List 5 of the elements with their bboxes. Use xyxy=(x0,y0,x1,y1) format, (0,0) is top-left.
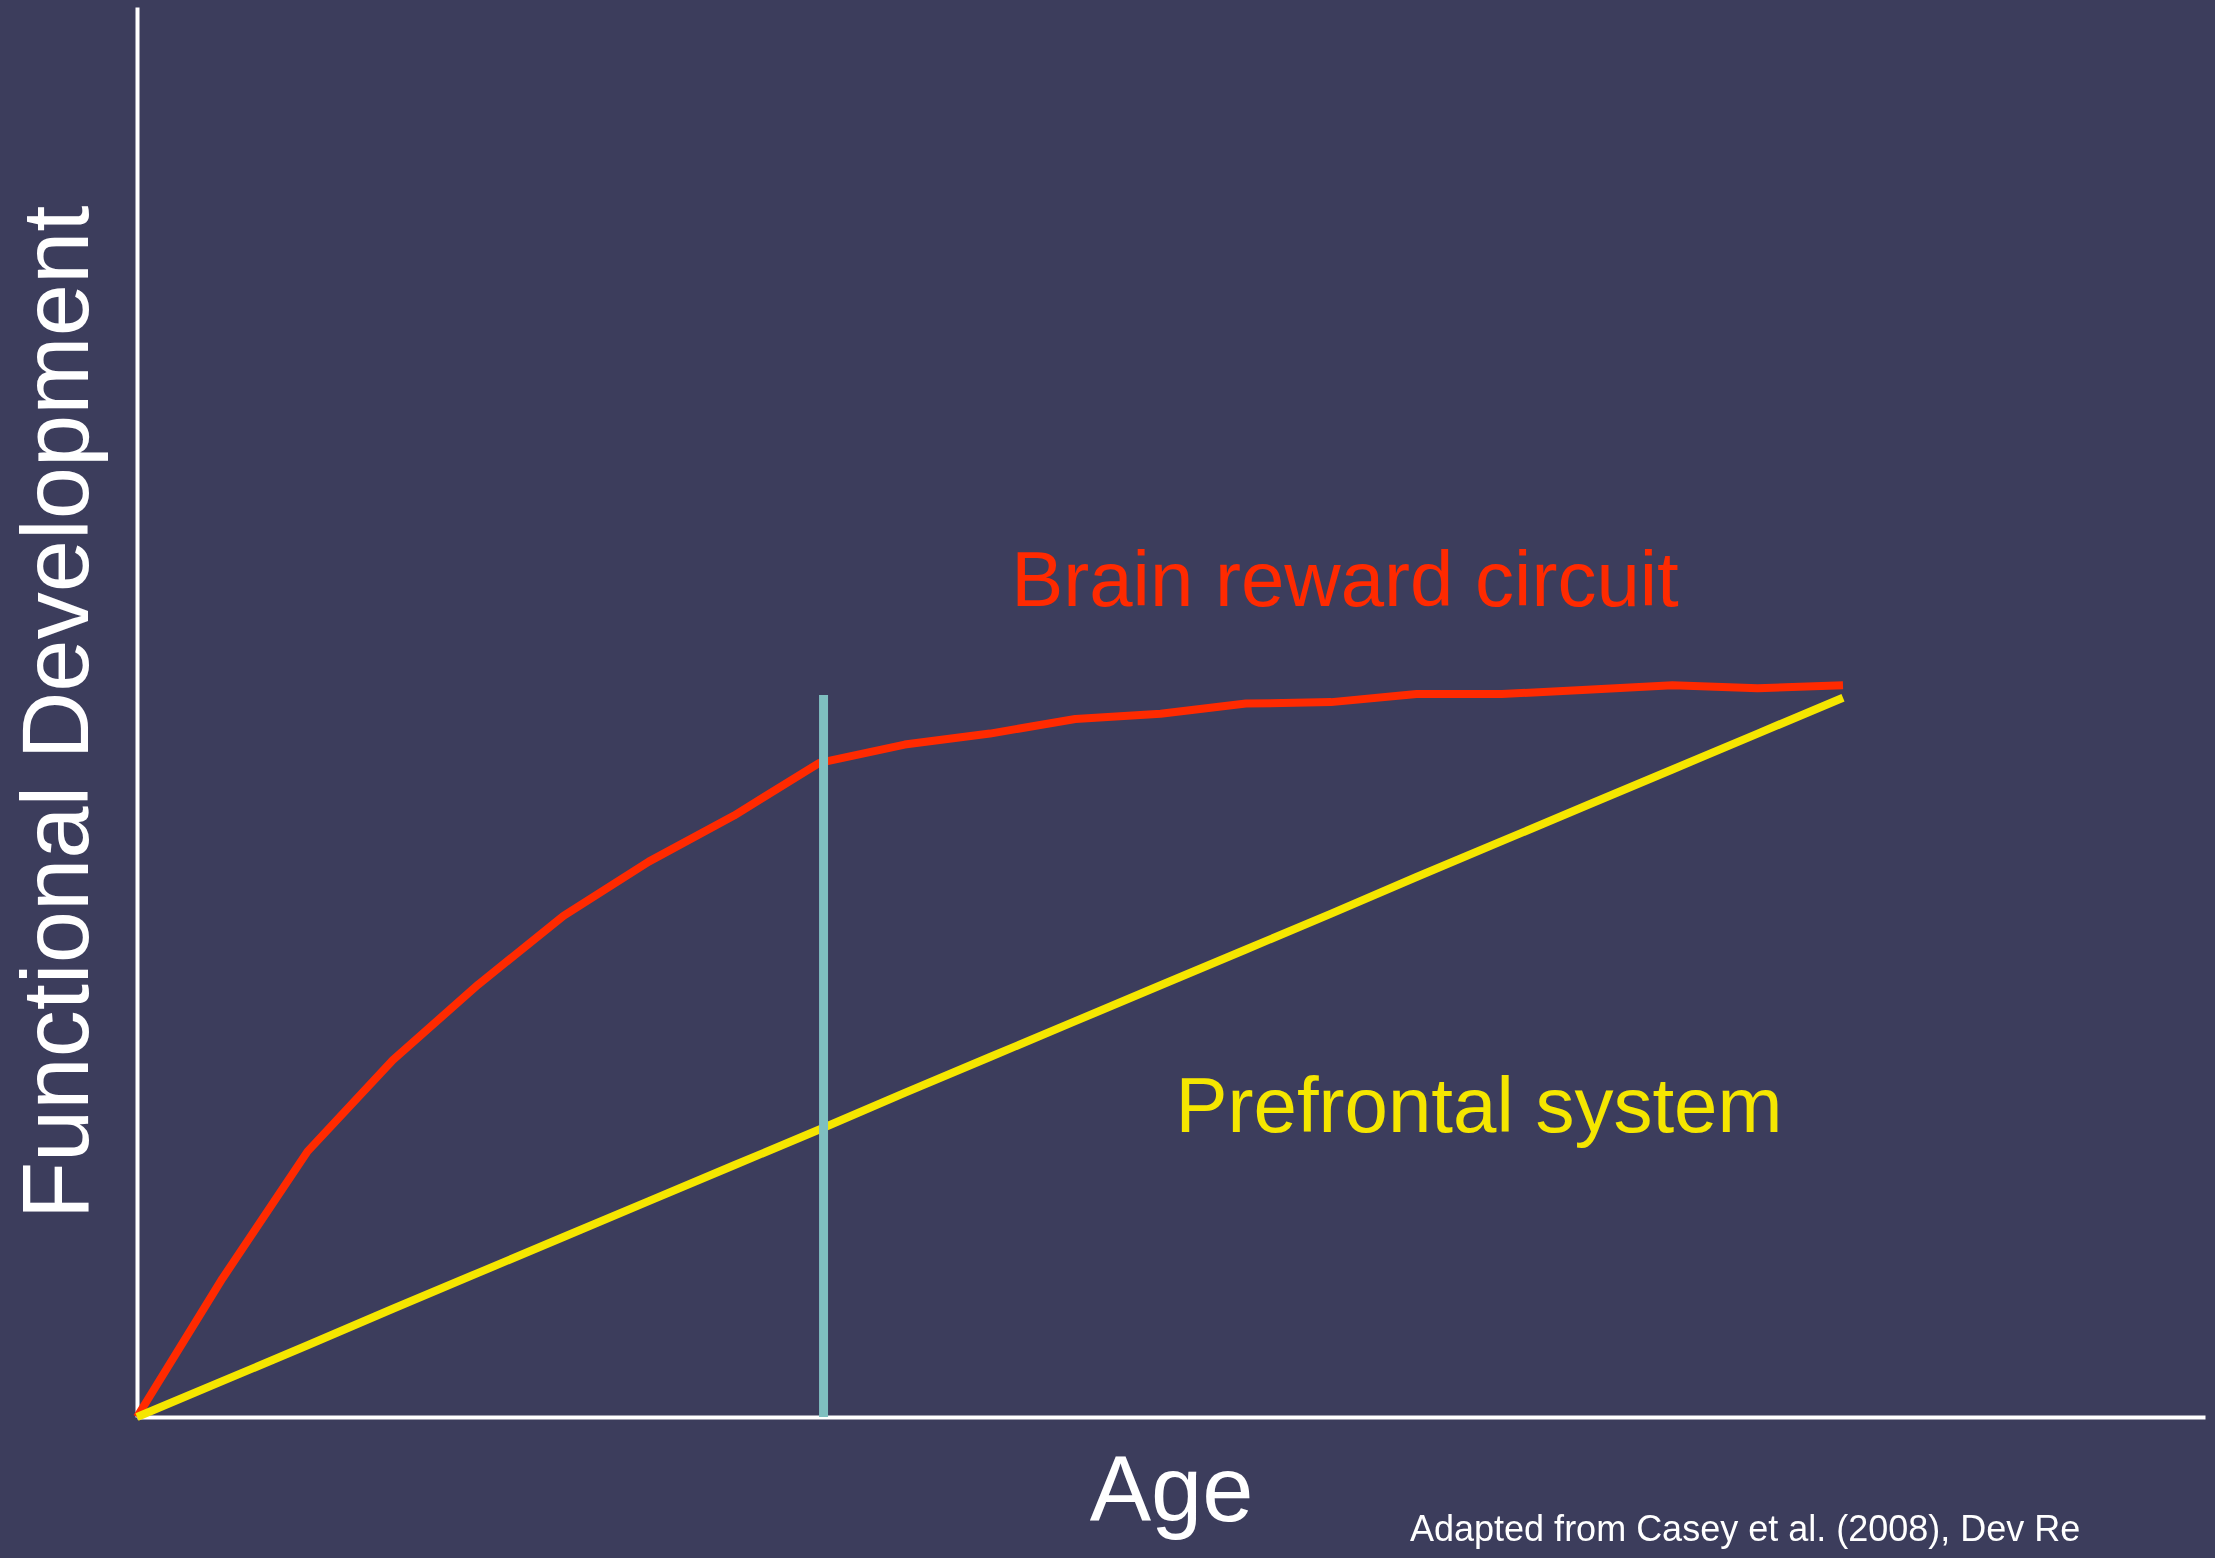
series-label: Brain reward circuit xyxy=(1011,535,1680,623)
series-label: Prefrontal system xyxy=(1175,1061,1783,1149)
text: Adapted from Casey et al. (2008), Dev Re xyxy=(1410,1508,2081,1549)
y-axis-title: Functional Development xyxy=(2,205,108,1220)
x-axis-title: Age xyxy=(1089,1437,1254,1540)
